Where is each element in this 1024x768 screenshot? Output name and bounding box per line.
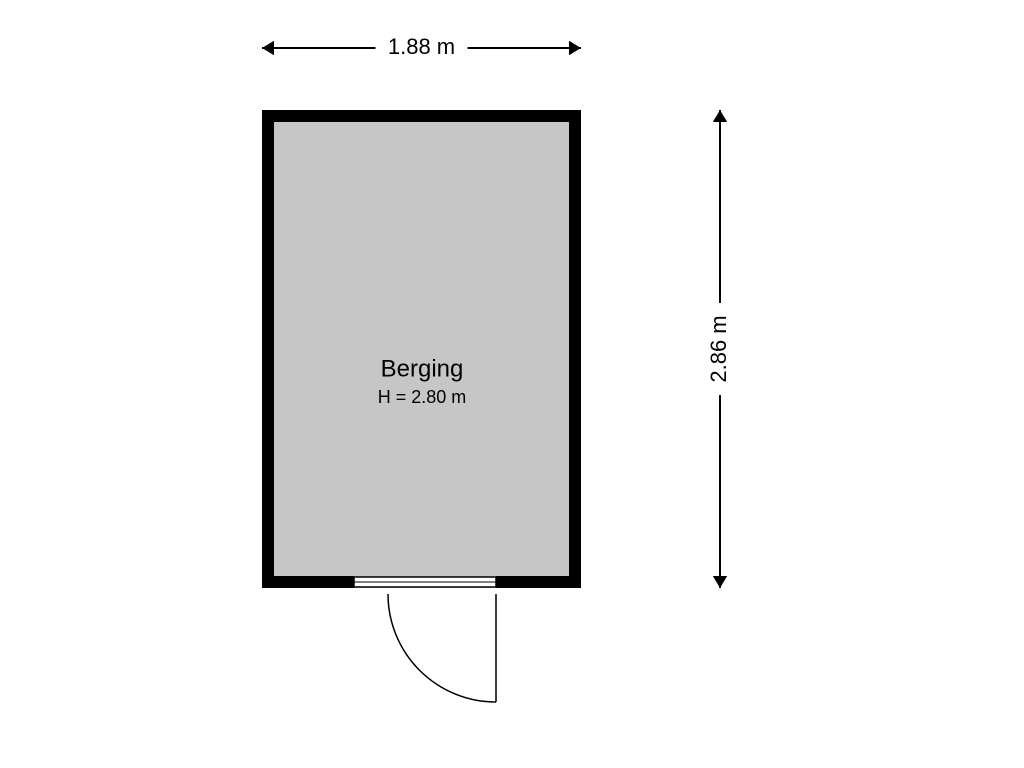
dimension-width-label: 1.88 m xyxy=(388,34,455,59)
room-floor xyxy=(274,122,569,576)
room-name-label: Berging xyxy=(381,355,464,382)
room-height-label: H = 2.80 m xyxy=(378,387,467,407)
door-swing-arc xyxy=(388,594,496,702)
dimension-height-label: 2.86 m xyxy=(706,315,731,382)
door-threshold xyxy=(354,577,496,587)
